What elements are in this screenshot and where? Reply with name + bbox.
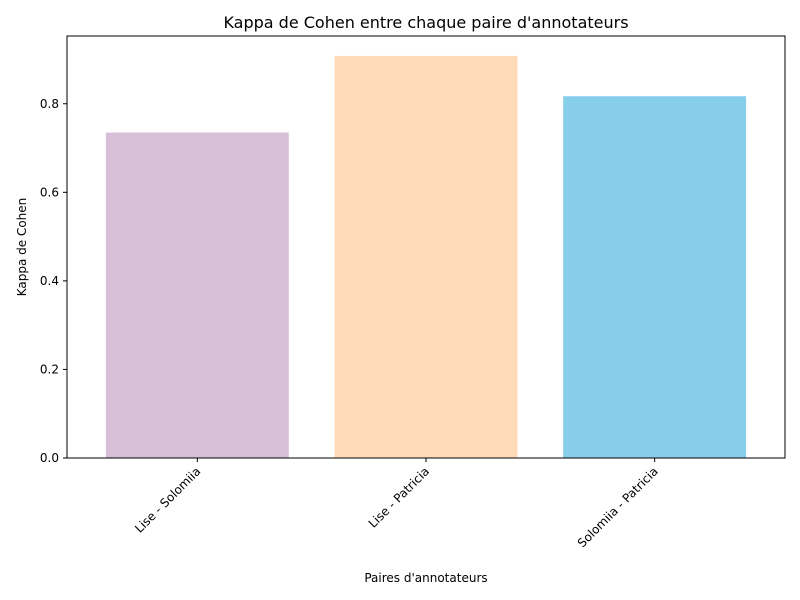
x-axis-label: Paires d'annotateurs (364, 571, 487, 585)
y-tick-label: 0.4 (40, 274, 59, 288)
bar-2 (563, 96, 747, 458)
y-axis-label: Kappa de Cohen (15, 198, 29, 297)
bar-1 (334, 55, 518, 459)
y-tick-label: 0.0 (40, 451, 59, 465)
chart-title: Kappa de Cohen entre chaque paire d'anno… (223, 13, 628, 32)
y-tick-label: 0.8 (40, 97, 59, 111)
y-axis: 0.0 0.2 0.4 0.6 0.8 (40, 97, 67, 465)
bars-layer (105, 55, 747, 459)
bar-0 (105, 132, 289, 458)
y-tick-label: 0.6 (40, 185, 59, 199)
y-tick-label: 0.2 (40, 362, 59, 376)
